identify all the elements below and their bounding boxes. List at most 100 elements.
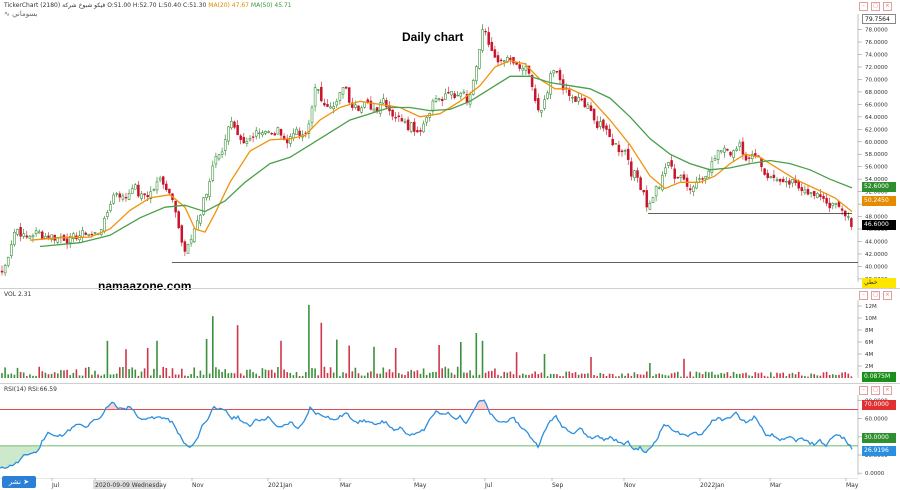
volume-bar [289,372,292,378]
minimize-icon[interactable]: – [859,386,868,395]
candle-body [31,235,35,238]
volume-bar [683,358,685,378]
candle-body [444,93,447,100]
candle-body [453,93,456,98]
candle-body [543,99,546,109]
volume-bar [199,370,202,378]
price-tick-label: 78.0000 [865,28,888,34]
candle-body [682,174,686,180]
brand-label: ∿ بسوماني [4,10,38,18]
candle-body [338,92,342,101]
candle-body [462,91,466,94]
candle-body [155,181,159,191]
volume-bar [580,373,583,378]
price-badge-last: 46.6000 [862,220,896,230]
close-icon[interactable]: × [883,386,892,395]
candle-body [741,141,745,155]
volume-bar [252,372,254,378]
candle-body [688,188,692,191]
volume-bar [78,375,81,378]
price-badge-yellow: خطي [862,278,896,288]
candle-body [512,56,515,64]
volume-bar [342,372,344,378]
candle-body [16,229,19,235]
close-icon[interactable]: × [883,291,892,300]
volume-bar [60,370,62,378]
volume-bar [509,371,512,378]
volume-bar [7,374,9,378]
volume-bar [438,345,440,378]
volume-bar [593,375,595,378]
candle-body [440,98,444,102]
watermark: namaazone.com [98,279,192,293]
volume-bar [339,376,341,378]
volume-tick-label: 6M [865,340,873,346]
candle-body [134,184,137,190]
volume-bar [19,372,22,378]
candle-body [397,115,401,118]
share-button[interactable]: نشر ➤ [2,476,36,488]
volume-bar [224,369,226,378]
candle-body [87,233,91,236]
candle-body [326,104,329,107]
rsi-level-lines [0,409,858,447]
volume-bar [419,373,422,378]
x-tick-label: Jul [51,482,60,489]
candle-body [431,100,435,112]
price-chart[interactable]: 78.0000 76.0000 74.0000 72.0000 70.0000 68.00… [0,0,900,290]
candle-body [648,202,652,210]
candle-body [239,135,242,140]
volume-bar [568,371,571,378]
price-tick-label: 64.0000 [865,115,888,121]
x-tick-label: Nov [192,482,204,489]
maximize-icon[interactable]: □ [871,291,880,300]
volume-bar [360,375,363,378]
price-window-controls[interactable]: – □ × [859,2,892,11]
candle-body [264,131,267,134]
volume-bar [692,376,695,378]
candle-body [357,105,360,111]
volume-bar [512,374,515,378]
volume-bar [621,373,623,378]
close-icon[interactable]: × [883,2,892,11]
symbol-line: TickerChart فيكو شبوخ شركة (2180) O:51.0… [4,2,207,9]
maximize-icon[interactable]: □ [871,386,880,395]
candle-body [360,107,363,113]
volume-bar [63,370,65,378]
candle-body [189,239,193,244]
volume-bar [193,367,195,378]
candle-body [68,236,72,244]
maximize-icon[interactable]: □ [871,2,880,11]
candle-body [766,172,769,179]
rsi-window-controls[interactable]: – □ × [859,386,892,395]
volume-bar [354,367,357,378]
volume-bar [742,373,744,378]
volume-bar [264,369,267,378]
candle-body [323,102,326,106]
volume-window-controls[interactable]: – □ × [859,291,892,300]
candle-body [571,97,574,99]
volume-bar [336,339,338,378]
volume-bar [472,375,474,378]
minimize-icon[interactable]: – [859,2,868,11]
candle-body [196,220,199,231]
volume-bar [655,374,657,378]
volume-bar [735,373,738,378]
price-tick-label: 66.0000 [865,102,888,108]
minimize-icon[interactable]: – [859,291,868,300]
volume-bar [137,375,140,378]
candle-body [84,232,87,235]
candle-body [778,178,782,182]
volume-bar [4,367,6,378]
candle-body [744,155,748,161]
candle-body [803,189,807,194]
volume-bar [243,375,245,378]
volume-bar [236,325,239,378]
volume-bar [190,374,192,378]
volume-chart[interactable]: 12M 10M 8M 6M 4M 2M [0,288,900,384]
volume-bar [314,368,316,378]
volume-bar [838,374,840,378]
volume-bar [816,375,819,378]
volume-bar [22,372,25,378]
